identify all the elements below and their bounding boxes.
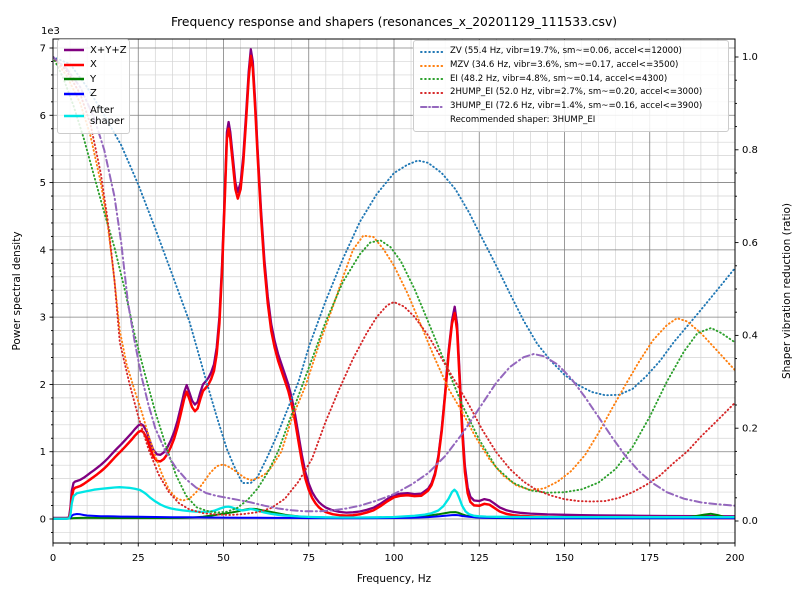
3hump-ei-line-sample-icon [420, 105, 444, 108]
legend-item-z: Z [63, 87, 124, 102]
x-tick-label: 50 [217, 553, 230, 564]
legend-label: X+Y+Z [90, 44, 127, 56]
legend-item-2hump-ei: 2HUMP_EI (52.0 Hz, vibr=2.7%, sm~=0.20, … [420, 86, 722, 100]
x-axis-label: Frequency, Hz [357, 573, 432, 585]
legend-psd: X+Y+Z X Y Z After shaper [57, 39, 130, 134]
legend-label: EI (48.2 Hz, vibr=4.8%, sm~=0.14, accel<… [450, 73, 668, 84]
series-curves [52, 48, 736, 520]
x-tick-label: 125 [470, 553, 489, 564]
legend-item-y: Y [63, 72, 124, 87]
legend-recommended-note: Recommended shaper: 3HUMP_EI [420, 113, 722, 127]
y-left-tick-label: 3 [40, 313, 46, 324]
legend-item-zv: ZV (55.4 Hz, vibr=19.7%, sm~=0.06, accel… [420, 45, 722, 59]
y-left-tick-label: 7 [40, 44, 46, 55]
y-right-tick-label: 0.6 [742, 238, 758, 249]
y-right-tick-label: 0.2 [742, 423, 758, 434]
y-left-offset-text: 1e3 [41, 26, 60, 37]
y-left-tick-label: 0 [40, 515, 46, 526]
tick-marks [49, 47, 739, 547]
2hump-ei-line-sample-icon [420, 91, 444, 94]
x-tick-label: 75 [302, 553, 315, 564]
legend-label: MZV (34.6 Hz, vibr=3.6%, sm~=0.17, accel… [450, 60, 679, 71]
legend-item-mzv: MZV (34.6 Hz, vibr=3.6%, sm~=0.17, accel… [420, 59, 722, 73]
x-line-sample-icon [64, 63, 84, 66]
y-left-axis-label: Power spectral density [11, 231, 23, 350]
x-tick-label: 200 [725, 553, 744, 564]
series-2hump-ei [52, 56, 736, 516]
tick-labels: 0 25 50 75 100 125 150 175 200 0 1 2 3 4 5 6 7 0.0 0.2 0.4 0… [40, 44, 758, 565]
zv-line-sample-icon [420, 50, 444, 53]
legend-label: Y [90, 73, 97, 85]
legend-item-after-shaper: After shaper [63, 101, 124, 130]
y-left-tick-label: 6 [40, 111, 46, 122]
series-x [52, 54, 736, 520]
x-tick-label: 0 [50, 553, 56, 564]
y-right-tick-label: 0.4 [742, 331, 758, 342]
series-3hump-ei [52, 56, 736, 513]
chart-title: Frequency response and shapers (resonanc… [171, 15, 617, 29]
grid-minor [53, 39, 735, 543]
legend-label: X [90, 59, 97, 71]
x-tick-label: 100 [384, 553, 403, 564]
z-line-sample-icon [64, 92, 84, 95]
series-ei [52, 56, 736, 514]
recommended-shaper-text: Recommended shaper: 3HUMP_EI [450, 114, 596, 125]
legend-item-ei: EI (48.2 Hz, vibr=4.8%, sm~=0.14, accel<… [420, 72, 722, 86]
legend-shapers: ZV (55.4 Hz, vibr=19.7%, sm~=0.06, accel… [413, 40, 729, 133]
series-after-shaper [52, 486, 736, 520]
ei-line-sample-icon [420, 78, 444, 81]
x-tick-label: 25 [132, 553, 145, 564]
legend-label: Z [90, 88, 97, 100]
x-tick-label: 150 [555, 553, 574, 564]
legend-item-x: X [63, 58, 124, 73]
y-right-tick-label: 1.0 [742, 52, 758, 63]
legend-item-xyz: X+Y+Z [63, 43, 127, 58]
y-right-tick-label: 0.0 [742, 516, 758, 527]
plot-area: 0 25 50 75 100 125 150 175 200 0 1 2 3 4 5 6 7 0.0 0.2 0.4 0… [40, 38, 758, 565]
legend-label: ZV (55.4 Hz, vibr=19.7%, sm~=0.06, accel… [450, 46, 682, 57]
mzv-line-sample-icon [420, 64, 444, 67]
after-shaper-line-sample-icon [64, 114, 84, 117]
series-mzv [52, 56, 736, 502]
y-left-tick-label: 2 [40, 380, 46, 391]
legend-label: 2HUMP_EI (52.0 Hz, vibr=2.7%, sm~=0.20, … [450, 87, 703, 98]
y-line-sample-icon [64, 78, 84, 81]
series-zv [52, 56, 736, 484]
xyz-line-sample-icon [64, 49, 84, 52]
legend-label: 3HUMP_EI (72.6 Hz, vibr=1.4%, sm~=0.16, … [450, 101, 703, 112]
y-right-tick-label: 0.8 [742, 145, 758, 156]
y-left-tick-label: 5 [40, 178, 46, 189]
y-left-tick-label: 4 [40, 245, 46, 256]
x-tick-label: 175 [640, 553, 659, 564]
legend-label: After shaper [90, 104, 125, 127]
legend-item-3hump-ei: 3HUMP_EI (72.6 Hz, vibr=1.4%, sm~=0.16, … [420, 100, 722, 114]
y-left-tick-label: 1 [40, 447, 46, 458]
y-right-axis-label: Shaper vibration reduction (ratio) [781, 203, 793, 379]
